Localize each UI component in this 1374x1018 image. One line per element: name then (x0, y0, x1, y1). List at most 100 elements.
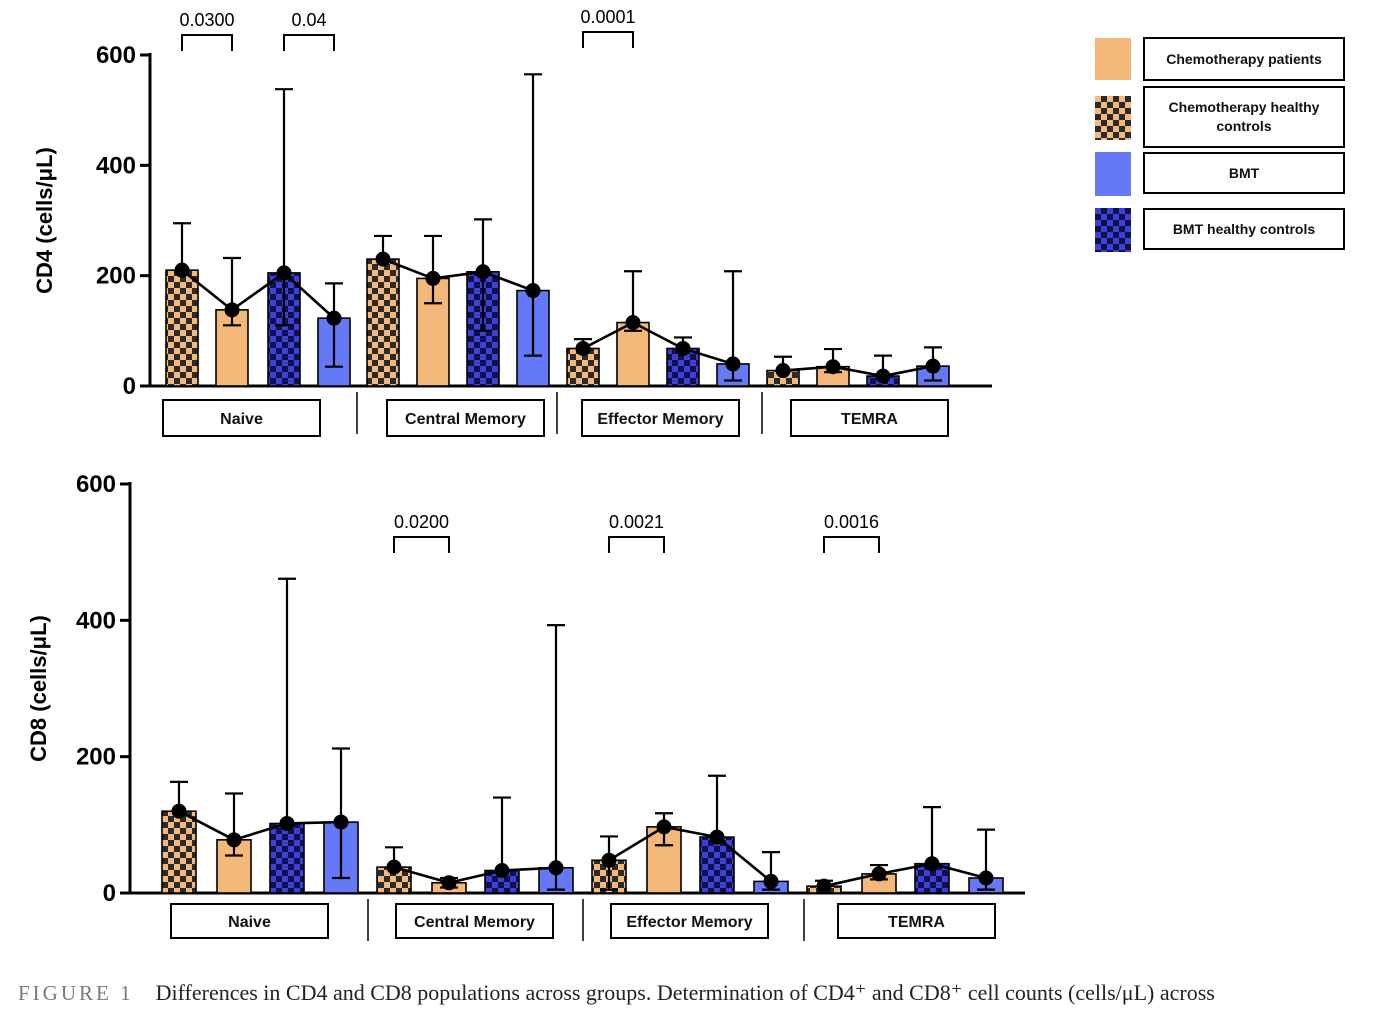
p-value-label: 0.0200 (394, 512, 449, 532)
data-point (326, 310, 342, 326)
legend-label: Chemotherapy patients (1143, 37, 1345, 81)
trend-line (181, 269, 335, 320)
trend-line (608, 825, 772, 883)
y-axis-label: CD8 (cells/μL) (26, 615, 51, 762)
data-point (425, 270, 441, 286)
data-point (279, 815, 295, 831)
category-box (610, 903, 769, 939)
y-tick-label: 600 (76, 471, 116, 498)
y-tick-label: 0 (123, 373, 136, 400)
figure-canvas: 0 200 400 600 CD4 (cells/μL) Naive Central Mem… (26, 7, 1025, 941)
figure-label: FIGURE 1 (18, 981, 134, 1005)
data-point (825, 359, 841, 375)
significance-bracket (181, 34, 233, 51)
legend-label: BMT (1143, 152, 1345, 194)
trend-line (382, 257, 534, 292)
chemo-patients-bar (616, 321, 650, 387)
trend-line (393, 865, 557, 885)
data-point (978, 870, 994, 886)
category-box (581, 399, 740, 437)
category-box (790, 399, 949, 437)
data-point (816, 878, 832, 894)
legend-item-chemotherapy-patients: Chemotherapy patients (1095, 36, 1355, 82)
data-point (775, 363, 791, 379)
p-value-label: 0.0300 (179, 10, 234, 30)
y-tick-label: 200 (76, 744, 116, 771)
data-point (174, 262, 190, 278)
data-point (625, 315, 641, 331)
legend-swatch-checker-orange (1095, 96, 1131, 140)
y-axis-label: CD4 (cells/μL) (32, 147, 57, 294)
category-box (170, 903, 329, 939)
chemo-healthy-bar (366, 258, 400, 387)
legend-item-bmt: BMT (1095, 152, 1355, 198)
category-label: Central Memory (405, 411, 526, 428)
data-point (709, 829, 725, 845)
category-label: Naive (228, 914, 271, 931)
legend-item-bmt-healthy-controls: BMT healthy controls (1095, 208, 1355, 254)
category-box (386, 399, 545, 437)
significance-bracket (283, 34, 335, 51)
cd8-chart: 0 200 400 600 CD8 (cells/μL) Naive Central Mem… (26, 471, 1025, 941)
trend-line (782, 364, 934, 378)
trend-line (823, 862, 987, 888)
p-value-label: 0.04 (291, 10, 326, 30)
category-label: Effector Memory (597, 411, 723, 428)
data-point (575, 340, 591, 356)
p-value-label: 0.0001 (580, 7, 635, 27)
chemo-healthy-bar (161, 810, 197, 894)
significance-bracket (582, 31, 634, 48)
category-label: TEMRA (888, 914, 945, 931)
legend-label: Chemotherapy healthy controls (1143, 86, 1345, 148)
chemo-healthy-bar (165, 269, 199, 387)
p-value-label: 0.0021 (609, 512, 664, 532)
data-point (675, 340, 691, 356)
trend-line (582, 321, 734, 366)
data-point (925, 358, 941, 374)
legend-swatch-solid-blue (1095, 152, 1131, 196)
data-point (494, 863, 510, 879)
category-box (395, 903, 554, 939)
chemo-patients-bar (416, 277, 450, 387)
category-label: Naive (220, 411, 263, 428)
data-point (224, 302, 240, 318)
p-value-label: 0.0016 (824, 512, 879, 532)
y-tick-label: 600 (96, 42, 136, 69)
significance-bracket (823, 536, 880, 553)
data-point (441, 875, 457, 891)
caption-text: Differences in CD4 and CD8 populations a… (155, 980, 1215, 1005)
category-label: Effector Memory (626, 914, 752, 931)
data-point (333, 814, 349, 830)
data-point (548, 860, 564, 876)
y-tick-label: 200 (96, 263, 136, 290)
trend-line (178, 810, 342, 842)
cd4-chart: 0 200 400 600 CD4 (cells/μL) Naive Central Mem… (32, 7, 992, 437)
category-box (162, 399, 321, 437)
data-point (871, 866, 887, 882)
data-point (601, 852, 617, 868)
data-point (725, 356, 741, 372)
data-point (525, 283, 541, 299)
legend-swatch-checker-blue (1095, 208, 1131, 252)
y-tick-label: 400 (76, 607, 116, 634)
significance-bracket (393, 536, 450, 553)
data-point (226, 832, 242, 848)
category-label: TEMRA (841, 411, 898, 428)
y-tick-label: 0 (103, 880, 116, 907)
data-point (875, 368, 891, 384)
category-label: Central Memory (414, 914, 535, 931)
data-point (171, 803, 187, 819)
y-tick-label: 400 (96, 152, 136, 179)
bmt-healthy-bar (269, 822, 305, 894)
data-point (763, 873, 779, 889)
figure-caption: FIGURE 1 Differences in CD4 and CD8 popul… (18, 980, 1358, 1006)
data-point (375, 251, 391, 267)
data-point (386, 859, 402, 875)
legend-item-chemotherapy-healthy-controls: Chemotherapy healthy controls (1095, 86, 1355, 148)
data-point (656, 819, 672, 835)
legend-swatch-solid-orange (1095, 38, 1131, 80)
significance-bracket (608, 536, 665, 553)
data-point (475, 264, 491, 280)
legend-label: BMT healthy controls (1143, 208, 1345, 250)
data-point (276, 265, 292, 281)
